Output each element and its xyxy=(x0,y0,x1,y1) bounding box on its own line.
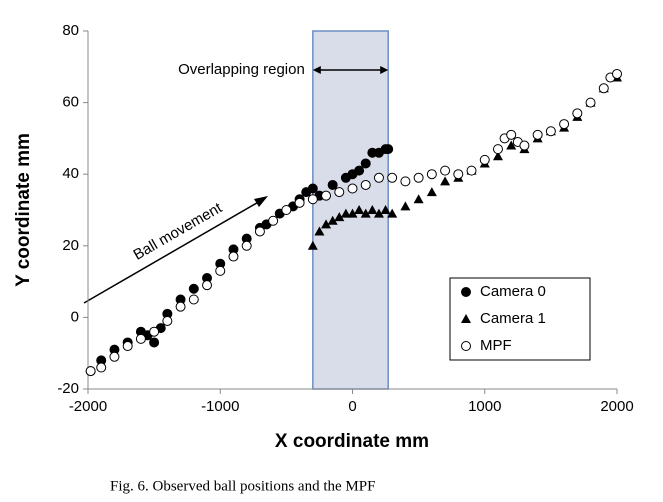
x-tick-label: -2000 xyxy=(69,398,107,415)
triangle-point xyxy=(387,208,398,218)
x-tick-label: 2000 xyxy=(600,398,633,415)
triangle-point xyxy=(413,194,424,204)
circle-point xyxy=(281,205,292,215)
circle-point xyxy=(400,176,411,187)
circle-point xyxy=(188,294,199,305)
triangle-point xyxy=(373,208,384,218)
circle-point xyxy=(532,129,543,140)
circle-point xyxy=(321,190,332,201)
circle-point xyxy=(440,165,451,176)
arrow-label: Ball movement xyxy=(131,199,226,264)
circle-point xyxy=(387,172,398,183)
circle-point xyxy=(519,140,530,151)
circle-point xyxy=(461,341,471,351)
circle-point xyxy=(334,187,345,198)
x-tick-label: 1000 xyxy=(468,398,501,415)
circle-point xyxy=(572,108,583,119)
triangle-point xyxy=(354,205,365,214)
y-tick-label: 20 xyxy=(62,237,79,254)
triangle-point xyxy=(307,240,318,250)
y-tick-label: 80 xyxy=(62,22,79,39)
y-tick-label: 40 xyxy=(62,165,79,182)
circle-point xyxy=(307,194,318,205)
circle-point xyxy=(307,183,318,194)
triangle-point xyxy=(426,187,437,197)
circle-point xyxy=(85,366,96,377)
triangle-point xyxy=(340,208,351,218)
circle-point xyxy=(453,169,464,180)
legend-label: MPF xyxy=(480,337,512,354)
triangle-point xyxy=(327,215,338,225)
circle-point xyxy=(96,362,107,373)
circle-point xyxy=(135,333,146,344)
triangle-point xyxy=(360,208,371,218)
triangle-point xyxy=(461,314,471,323)
circle-point xyxy=(426,169,437,180)
circle-point xyxy=(585,97,596,108)
circle-point xyxy=(294,197,305,208)
circle-point xyxy=(149,337,160,348)
triangle-point xyxy=(321,219,332,229)
triangle-point xyxy=(440,176,451,186)
circle-point xyxy=(254,226,265,237)
circle-point xyxy=(228,251,239,262)
triangle-point xyxy=(334,212,345,222)
circle-point xyxy=(545,126,556,137)
x-tick-label: -1000 xyxy=(201,398,239,415)
y-tick-label: 60 xyxy=(62,94,79,111)
y-axis-title: Y coordinate mm xyxy=(13,133,34,287)
legend-label: Camera 1 xyxy=(480,310,546,327)
circle-point xyxy=(360,158,371,169)
legend-label: Camera 0 xyxy=(480,283,546,300)
region-arrow-head xyxy=(312,66,321,74)
x-axis-title: X coordinate mm xyxy=(275,431,429,452)
circle-point xyxy=(383,144,394,155)
circle-point xyxy=(162,315,173,326)
circle-point xyxy=(109,351,120,362)
circle-point xyxy=(360,179,371,190)
circle-point xyxy=(598,83,609,94)
circle-point xyxy=(354,165,365,176)
circle-point xyxy=(268,215,279,226)
circle-point xyxy=(413,172,424,183)
circle-point xyxy=(492,144,503,155)
overlap-region xyxy=(312,30,389,390)
triangle-point xyxy=(400,201,411,211)
region-label: Overlapping region xyxy=(178,61,305,78)
circle-point xyxy=(215,265,226,276)
circle-point xyxy=(202,280,213,291)
circle-point xyxy=(149,326,160,337)
region-arrow-head xyxy=(380,66,389,74)
triangle-point xyxy=(380,205,391,214)
triangle-point xyxy=(492,151,503,161)
triangle-point xyxy=(506,140,517,150)
circle-point xyxy=(327,179,338,190)
triangle-point xyxy=(367,205,378,214)
y-tick-label: -20 xyxy=(57,380,79,397)
triangle-point xyxy=(347,208,358,218)
circle-point xyxy=(175,301,186,312)
circle-point xyxy=(461,287,471,297)
circle-point xyxy=(612,68,622,79)
circle-point xyxy=(241,240,252,251)
triangle-point xyxy=(314,226,325,236)
caption: Fig. 6. Observed ball positions and the … xyxy=(110,478,375,494)
circle-point xyxy=(373,172,384,183)
circle-point xyxy=(347,183,358,194)
circle-point xyxy=(479,154,490,165)
x-tick-label: 0 xyxy=(348,398,356,415)
circle-point xyxy=(122,341,133,352)
circle-point xyxy=(506,129,517,140)
legend-box xyxy=(449,277,591,361)
y-tick-label: 0 xyxy=(71,308,79,325)
circle-point xyxy=(559,119,570,130)
circle-point xyxy=(466,165,477,176)
ball-movement-arrow: Ball movement xyxy=(83,196,268,304)
circle-point xyxy=(188,283,199,294)
